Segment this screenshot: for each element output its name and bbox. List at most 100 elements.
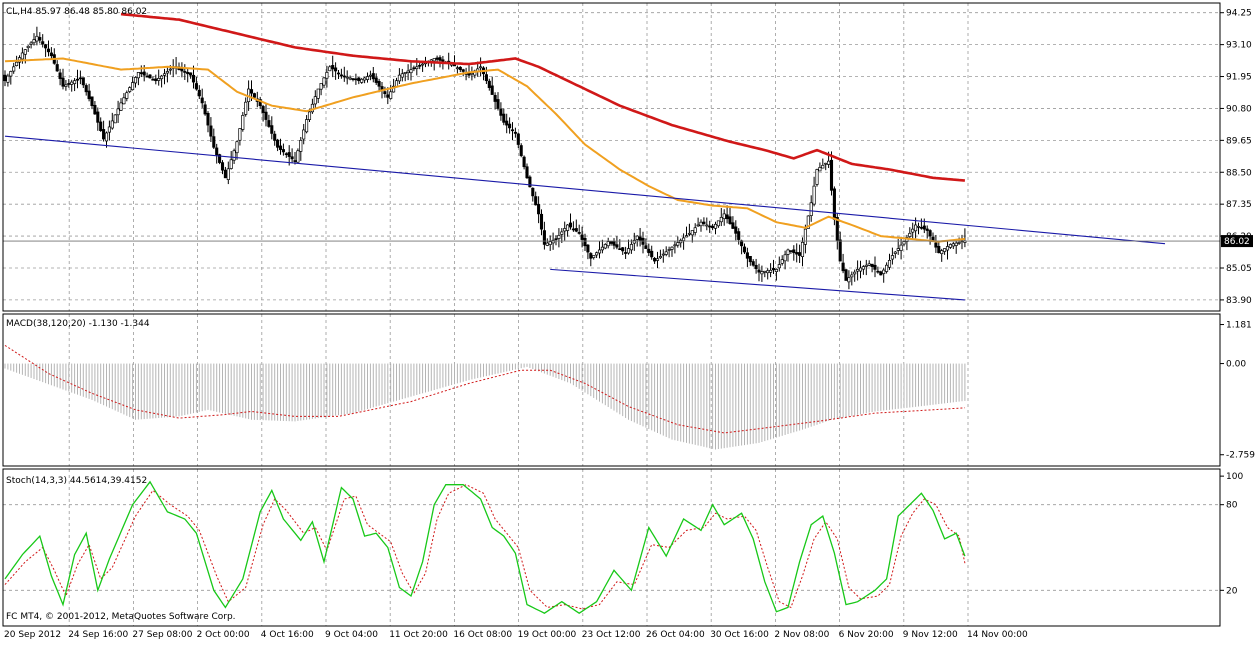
- candle-body[interactable]: [760, 271, 764, 275]
- candle-body[interactable]: [191, 74, 196, 83]
- candle-body[interactable]: [557, 235, 561, 239]
- candle-body[interactable]: [545, 242, 549, 246]
- candle-body[interactable]: [763, 270, 767, 273]
- candle-body[interactable]: [554, 238, 558, 241]
- candle-body[interactable]: [827, 160, 831, 165]
- candle-body[interactable]: [61, 77, 65, 87]
- candle-body[interactable]: [757, 269, 761, 273]
- candle-body[interactable]: [731, 222, 735, 229]
- candle-body[interactable]: [522, 156, 526, 168]
- candle-body[interactable]: [899, 244, 903, 251]
- candle-body[interactable]: [397, 74, 401, 82]
- candle-body[interactable]: [113, 114, 117, 124]
- candle-body[interactable]: [415, 66, 419, 70]
- candle-body[interactable]: [458, 66, 462, 70]
- candle-body[interactable]: [702, 221, 706, 224]
- candle-body[interactable]: [682, 237, 686, 241]
- candle-body[interactable]: [455, 67, 459, 70]
- candle-body[interactable]: [49, 52, 53, 57]
- candle-body[interactable]: [235, 141, 239, 154]
- candle-body[interactable]: [870, 263, 874, 267]
- trendline-upper[interactable]: [4, 135, 1166, 245]
- candle-body[interactable]: [850, 274, 854, 278]
- candle-body[interactable]: [368, 74, 372, 77]
- candle-body[interactable]: [531, 187, 535, 197]
- candle-body[interactable]: [887, 260, 892, 268]
- candle-body[interactable]: [551, 239, 555, 244]
- candle-body[interactable]: [667, 249, 671, 251]
- candle-body[interactable]: [902, 241, 906, 245]
- candle-body[interactable]: [708, 225, 712, 228]
- candle-body[interactable]: [690, 230, 694, 236]
- candle-body[interactable]: [287, 152, 291, 157]
- candle-body[interactable]: [885, 264, 889, 272]
- candle-body[interactable]: [313, 96, 317, 105]
- candle-body[interactable]: [142, 71, 146, 76]
- candle-body[interactable]: [940, 250, 944, 255]
- candle-body[interactable]: [513, 131, 517, 134]
- candle-body[interactable]: [803, 228, 807, 245]
- candle-body[interactable]: [618, 248, 622, 251]
- candle-body[interactable]: [441, 59, 445, 62]
- candle-body[interactable]: [647, 248, 651, 254]
- candle-body[interactable]: [769, 269, 773, 273]
- candle-body[interactable]: [168, 68, 172, 71]
- candle-body[interactable]: [46, 48, 51, 53]
- candle-body[interactable]: [516, 133, 520, 145]
- candle-body[interactable]: [162, 73, 167, 76]
- candle-body[interactable]: [748, 255, 752, 263]
- candle-body[interactable]: [23, 49, 27, 55]
- candle-body[interactable]: [818, 167, 822, 172]
- candle-body[interactable]: [568, 222, 573, 228]
- candle-body[interactable]: [148, 74, 152, 79]
- stochastic-panel[interactable]: [4, 480, 966, 614]
- candle-body[interactable]: [452, 64, 457, 67]
- candle-body[interactable]: [305, 119, 309, 133]
- candle-body[interactable]: [510, 129, 515, 132]
- candle-body[interactable]: [209, 125, 213, 137]
- candle-body[interactable]: [73, 80, 77, 84]
- candle-body[interactable]: [876, 270, 880, 273]
- candle-body[interactable]: [542, 230, 546, 245]
- candle-body[interactable]: [728, 216, 732, 224]
- candle-body[interactable]: [644, 245, 648, 249]
- candle-body[interactable]: [719, 217, 723, 223]
- candle-body[interactable]: [406, 70, 410, 74]
- candle-body[interactable]: [951, 243, 955, 247]
- candle-body[interactable]: [490, 85, 494, 95]
- candle-body[interactable]: [864, 264, 868, 267]
- candle-body[interactable]: [597, 249, 602, 254]
- candle-body[interactable]: [122, 97, 126, 105]
- candle-body[interactable]: [742, 246, 747, 253]
- candle-body[interactable]: [798, 252, 802, 256]
- candle-body[interactable]: [104, 132, 109, 142]
- candle-body[interactable]: [786, 249, 790, 255]
- candle-body[interactable]: [896, 248, 900, 251]
- candle-body[interactable]: [107, 126, 111, 133]
- candle-body[interactable]: [893, 251, 897, 254]
- candle-body[interactable]: [226, 168, 230, 180]
- candle-body[interactable]: [725, 214, 729, 220]
- candle-body[interactable]: [583, 237, 587, 247]
- candle-body[interactable]: [673, 244, 677, 247]
- candle-body[interactable]: [844, 269, 848, 281]
- candle-body[interactable]: [383, 91, 387, 94]
- candle-body[interactable]: [505, 120, 509, 126]
- candle-body[interactable]: [580, 234, 584, 240]
- candle-body[interactable]: [252, 93, 256, 98]
- candle-body[interactable]: [206, 112, 210, 126]
- candle-body[interactable]: [479, 66, 483, 69]
- candle-body[interactable]: [249, 89, 254, 94]
- candle-body[interactable]: [84, 85, 88, 93]
- candle-body[interactable]: [563, 228, 567, 232]
- candle-body[interactable]: [716, 220, 720, 227]
- candle-body[interactable]: [841, 262, 845, 272]
- candle-body[interactable]: [409, 69, 413, 74]
- candle-body[interactable]: [519, 145, 523, 156]
- candle-body[interactable]: [189, 72, 193, 76]
- candle-body[interactable]: [566, 224, 570, 231]
- candle-body[interactable]: [342, 75, 346, 78]
- candle-body[interactable]: [711, 225, 715, 229]
- candle-body[interactable]: [534, 196, 538, 206]
- candle-body[interactable]: [890, 255, 894, 260]
